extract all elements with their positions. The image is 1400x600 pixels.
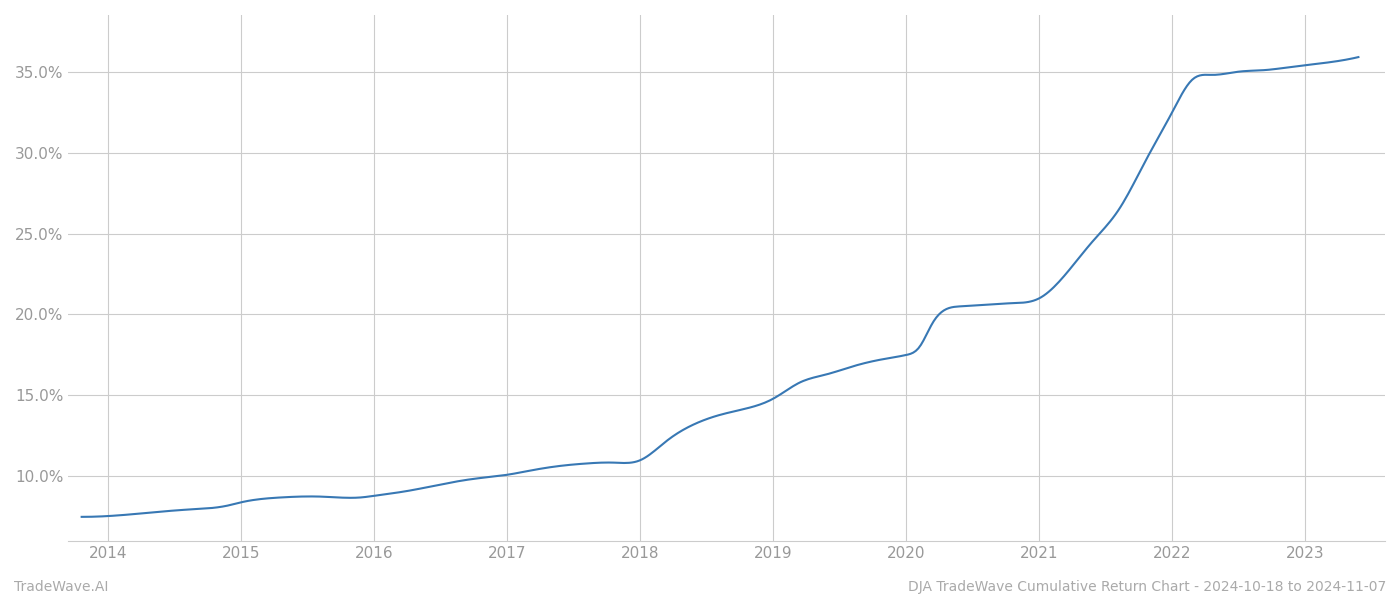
Text: TradeWave.AI: TradeWave.AI [14, 580, 108, 594]
Text: DJA TradeWave Cumulative Return Chart - 2024-10-18 to 2024-11-07: DJA TradeWave Cumulative Return Chart - … [907, 580, 1386, 594]
